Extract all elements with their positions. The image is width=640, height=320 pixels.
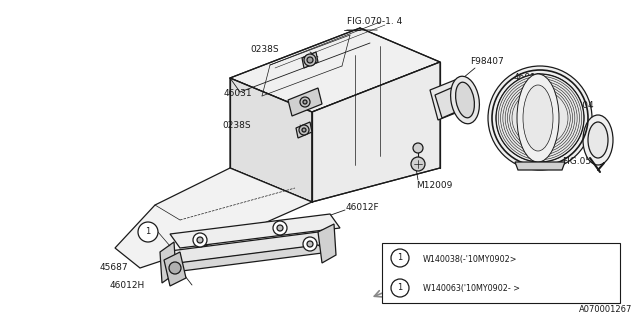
Circle shape bbox=[277, 225, 283, 231]
Text: M12009: M12009 bbox=[416, 180, 452, 189]
Circle shape bbox=[138, 222, 158, 242]
Ellipse shape bbox=[583, 115, 613, 165]
Circle shape bbox=[302, 128, 306, 132]
Ellipse shape bbox=[456, 82, 474, 118]
Circle shape bbox=[273, 221, 287, 235]
Circle shape bbox=[411, 157, 425, 171]
Polygon shape bbox=[296, 122, 312, 138]
Text: FIG.070-1. 4: FIG.070-1. 4 bbox=[347, 18, 403, 27]
Ellipse shape bbox=[523, 85, 553, 151]
Text: FRONT: FRONT bbox=[425, 257, 460, 278]
Circle shape bbox=[391, 279, 409, 297]
Polygon shape bbox=[230, 28, 440, 112]
Text: 46031: 46031 bbox=[224, 90, 253, 99]
Polygon shape bbox=[515, 162, 565, 170]
Text: F98404: F98404 bbox=[560, 100, 594, 109]
Circle shape bbox=[307, 241, 313, 247]
Circle shape bbox=[169, 262, 181, 274]
Text: 1: 1 bbox=[145, 228, 150, 236]
Ellipse shape bbox=[588, 122, 608, 158]
Text: 1: 1 bbox=[397, 253, 403, 262]
Circle shape bbox=[299, 125, 309, 135]
Circle shape bbox=[303, 237, 317, 251]
Text: 45687: 45687 bbox=[100, 263, 129, 273]
Text: 1: 1 bbox=[397, 284, 403, 292]
Text: W140063('10MY0902- >: W140063('10MY0902- > bbox=[423, 284, 520, 292]
Text: F98407: F98407 bbox=[470, 58, 504, 67]
Polygon shape bbox=[162, 245, 330, 272]
Ellipse shape bbox=[517, 74, 559, 162]
Polygon shape bbox=[170, 214, 340, 248]
Polygon shape bbox=[230, 78, 312, 202]
Polygon shape bbox=[160, 242, 176, 283]
Circle shape bbox=[303, 100, 307, 104]
Circle shape bbox=[304, 54, 316, 66]
Circle shape bbox=[300, 97, 310, 107]
Polygon shape bbox=[318, 224, 336, 263]
Circle shape bbox=[197, 237, 203, 243]
Polygon shape bbox=[302, 52, 318, 68]
Polygon shape bbox=[430, 78, 468, 120]
Circle shape bbox=[488, 66, 592, 170]
Polygon shape bbox=[115, 168, 312, 268]
Text: 46012H: 46012H bbox=[110, 282, 145, 291]
Circle shape bbox=[193, 233, 207, 247]
Polygon shape bbox=[312, 62, 440, 202]
Polygon shape bbox=[164, 252, 186, 286]
Text: 46012F: 46012F bbox=[346, 204, 380, 212]
Ellipse shape bbox=[451, 76, 479, 124]
Text: 46013: 46013 bbox=[514, 74, 543, 83]
Text: W140038(-'10MY0902>: W140038(-'10MY0902> bbox=[423, 255, 518, 264]
Polygon shape bbox=[162, 232, 330, 264]
Circle shape bbox=[413, 143, 423, 153]
Polygon shape bbox=[435, 85, 465, 118]
FancyBboxPatch shape bbox=[382, 243, 620, 303]
Circle shape bbox=[307, 57, 313, 63]
Text: 0238S: 0238S bbox=[250, 45, 278, 54]
Text: A070001267: A070001267 bbox=[579, 305, 632, 314]
Polygon shape bbox=[288, 88, 322, 116]
Text: 0238S: 0238S bbox=[222, 122, 251, 131]
Circle shape bbox=[391, 249, 409, 267]
Circle shape bbox=[496, 74, 584, 162]
Text: FIG.050: FIG.050 bbox=[562, 157, 597, 166]
